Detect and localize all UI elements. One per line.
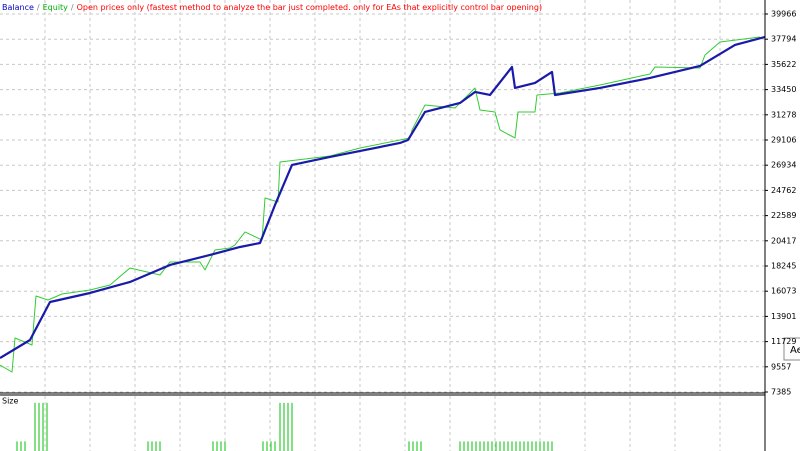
y-tick-label: 26934 [771,161,796,170]
y-tick-label: 13901 [771,312,796,321]
tooltip-box [783,337,800,361]
y-tick-label: 20417 [771,236,796,245]
y-tick-label: 29106 [771,135,796,144]
y-tick-label: 7385 [771,388,791,397]
series-line [0,35,766,359]
y-tick-label: 33450 [771,85,796,94]
y-tick-label: 18245 [771,262,796,271]
y-tick-label: 37794 [771,35,796,44]
y-tick-label: 39966 [771,10,796,19]
legend-entry: Balance [2,3,34,12]
legend-entry: / [71,3,74,12]
grid [0,0,765,451]
y-tick-label: 9557 [771,362,791,371]
y-tick-label: 35622 [771,60,796,69]
plot [0,35,766,451]
y-tick-label: 11729 [771,337,796,346]
legend: Balance / Equity / Open prices only (fastest… [2,3,542,12]
y-tick-label: 24762 [771,186,796,195]
legend-entry: / [37,3,40,12]
y-tick-label: 31278 [771,110,796,119]
tooltip: Ae [790,345,800,356]
size-pane-title: Size [2,397,19,406]
y-tick-label: 22589 [771,211,796,220]
legend-entry: Open prices only (fastest method to anal… [77,3,542,12]
y-tick-label: 16073 [771,287,796,296]
legend-entry: Equity [43,3,69,12]
